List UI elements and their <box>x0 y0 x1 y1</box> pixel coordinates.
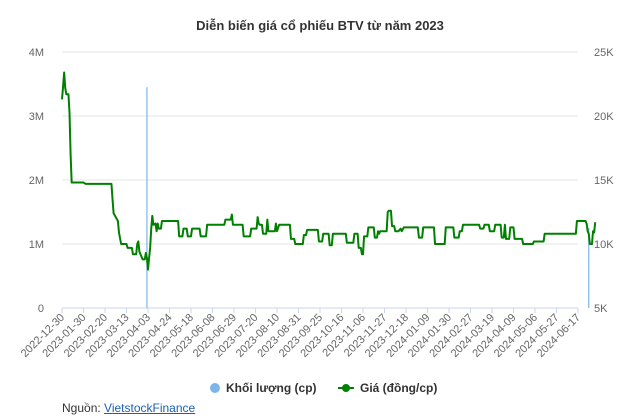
legend-item-volume[interactable]: Khối lượng (cp) <box>210 381 317 395</box>
left-axis-ticks: 0 1M 2M 3M 4M <box>29 47 44 315</box>
x-axis-ticks: 2022-12-302023-01-302023-02-202023-03-13… <box>19 308 583 360</box>
chart-title: Diễn biến giá cổ phiếu BTV từ năm 2023 <box>196 18 444 33</box>
price-line <box>61 71 597 271</box>
right-axis-ticks: 5K 10K 15K 20K 25K <box>594 47 614 315</box>
right-tick-label: 10K <box>594 239 614 251</box>
left-tick-label: 4M <box>29 47 44 59</box>
volume-bars <box>146 87 590 308</box>
right-tick-label: 25K <box>594 47 614 59</box>
left-tick-label: 3M <box>29 111 44 123</box>
legend-item-price[interactable]: Giá (đồng/cp) <box>338 381 437 395</box>
source-note: Nguồn: VietstockFinance <box>62 401 195 415</box>
price-line-group <box>61 71 597 271</box>
right-tick-label: 20K <box>594 111 614 123</box>
left-tick-label: 0 <box>38 303 44 315</box>
right-tick-label: 15K <box>594 175 614 187</box>
legend-price-marker <box>342 384 350 392</box>
volume-bar <box>146 87 148 308</box>
left-tick-label: 1M <box>29 239 44 251</box>
legend-volume-marker <box>210 383 220 393</box>
legend: Khối lượng (cp) Giá (đồng/cp) <box>210 381 437 395</box>
legend-volume-label: Khối lượng (cp) <box>226 381 317 395</box>
grid-lines <box>62 51 578 309</box>
source-label: Nguồn: <box>62 401 101 415</box>
legend-price-label: Giá (đồng/cp) <box>360 381 437 395</box>
volume-bar <box>588 228 590 308</box>
right-tick-label: 5K <box>594 303 608 315</box>
left-tick-label: 2M <box>29 175 44 187</box>
source-link[interactable]: VietstockFinance <box>104 401 196 415</box>
